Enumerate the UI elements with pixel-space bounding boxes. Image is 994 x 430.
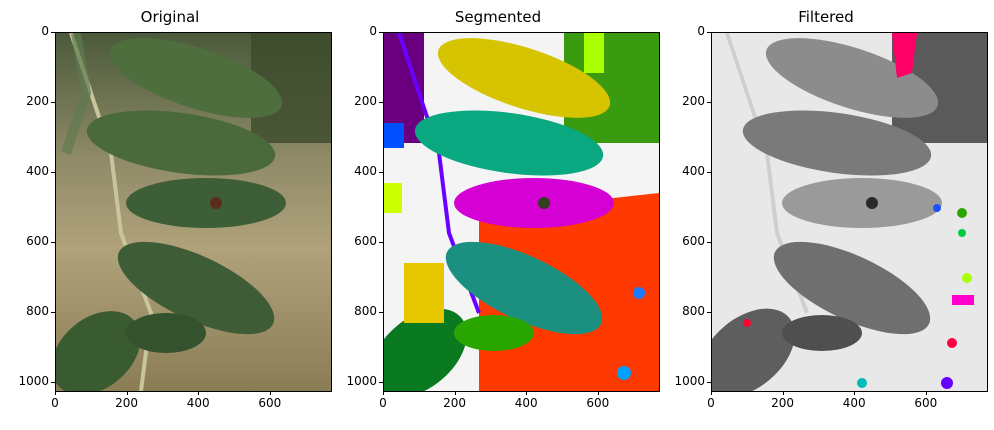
x-tick-label: 600 <box>914 396 938 410</box>
x-tick-mark <box>925 391 927 395</box>
x-tick-label: 200 <box>443 396 467 410</box>
x-tick-label: 200 <box>771 396 795 410</box>
y-tick-mark <box>51 101 55 103</box>
x-tick-label: 400 <box>186 396 210 410</box>
x-tick-label: 0 <box>51 396 59 410</box>
image-original <box>55 32 332 392</box>
x-tick-mark <box>55 391 56 395</box>
y-tick-label: 400 <box>682 163 705 178</box>
x-tick-label: 0 <box>379 396 387 410</box>
y-tick-mark <box>379 311 383 313</box>
x-tick-mark <box>597 391 599 395</box>
panel-title-original: Original <box>140 8 200 26</box>
x-tick-mark <box>126 391 128 395</box>
panel-original: Original <box>20 0 320 430</box>
x-tick-mark <box>454 391 456 395</box>
y-tick-mark <box>379 101 383 103</box>
x-tick-label: 200 <box>115 396 139 410</box>
panel-title-filtered: Filtered <box>798 8 854 26</box>
y-tick-label: 800 <box>26 303 49 318</box>
y-tick-label: 1000 <box>674 373 705 388</box>
y-tick-mark <box>707 32 711 33</box>
y-tick-mark <box>379 171 383 173</box>
y-tick-label: 200 <box>354 93 377 108</box>
x-tick-label: 600 <box>258 396 282 410</box>
y-tick-label: 0 <box>697 24 705 38</box>
x-tick-mark <box>854 391 856 395</box>
y-tick-mark <box>707 381 711 383</box>
y-tick-mark <box>51 32 55 33</box>
x-tick-label: 400 <box>514 396 538 410</box>
x-tick-mark <box>526 391 528 395</box>
x-tick-mark <box>198 391 200 395</box>
y-tick-mark <box>379 381 383 383</box>
panel-title-segmented: Segmented <box>454 8 542 26</box>
x-tick-mark <box>711 391 712 395</box>
y-tick-label: 1000 <box>18 373 49 388</box>
y-tick-mark <box>379 241 383 243</box>
y-tick-mark <box>51 171 55 173</box>
y-tick-mark <box>51 381 55 383</box>
x-tick-mark <box>269 391 271 395</box>
x-tick-label: 600 <box>586 396 610 410</box>
y-tick-mark <box>51 241 55 243</box>
y-tick-mark <box>707 101 711 103</box>
y-tick-label: 800 <box>354 303 377 318</box>
y-tick-label: 400 <box>354 163 377 178</box>
y-tick-label: 400 <box>26 163 49 178</box>
y-tick-label: 600 <box>26 233 49 248</box>
y-tick-mark <box>707 311 711 313</box>
y-tick-mark <box>707 241 711 243</box>
y-tick-mark <box>707 171 711 173</box>
x-tick-label: 0 <box>707 396 715 410</box>
y-tick-label: 800 <box>682 303 705 318</box>
x-tick-label: 400 <box>842 396 866 410</box>
y-tick-label: 0 <box>41 24 49 38</box>
y-tick-mark <box>51 311 55 313</box>
x-tick-mark <box>383 391 384 395</box>
panel-filtered: Filtered <box>676 0 976 430</box>
image-filtered <box>711 32 988 392</box>
x-tick-mark <box>782 391 784 395</box>
y-tick-label: 0 <box>369 24 377 38</box>
y-tick-label: 600 <box>354 233 377 248</box>
image-segmented <box>383 32 660 392</box>
panel-segmented: Segmented <box>348 0 648 430</box>
y-tick-label: 600 <box>682 233 705 248</box>
y-tick-label: 200 <box>26 93 49 108</box>
y-tick-label: 1000 <box>346 373 377 388</box>
y-tick-mark <box>379 32 383 33</box>
y-tick-label: 200 <box>682 93 705 108</box>
